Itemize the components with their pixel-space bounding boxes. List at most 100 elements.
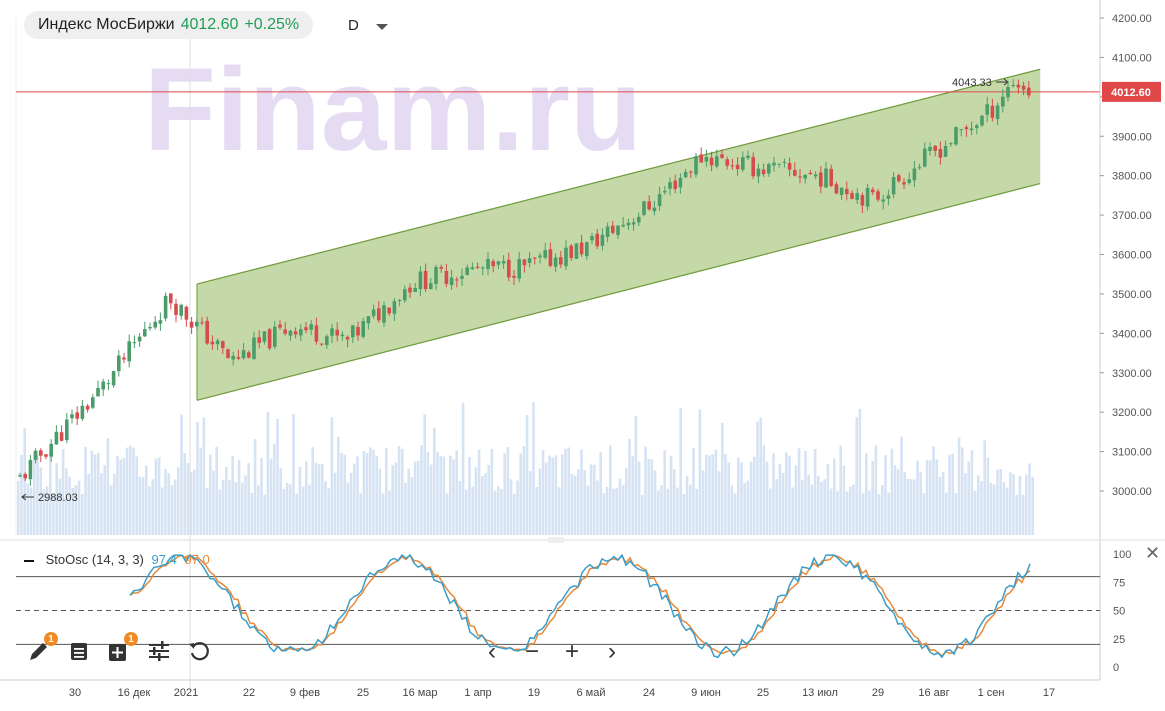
scroll-left-button[interactable]: ‹ [488,638,496,665]
candle-body [969,128,974,131]
candle-body [1027,87,1031,96]
candle-body [798,176,802,178]
candle-body [356,326,360,336]
candle-body [569,245,573,258]
candle-body [439,266,443,269]
price-annotations: 4043.33 2988.03 [16,77,1100,504]
candle-body [444,270,449,284]
arrow-left-icon [21,493,34,501]
volume-bar [353,463,356,535]
draw-tool-button[interactable]: 1 [26,632,58,664]
volume-bar [634,416,638,535]
candle-body [527,258,532,263]
stoch-legend[interactable]: StoOsc (14, 3, 3) 97.4 97.0 [24,552,210,567]
price-tick-label: 3100.00 [1112,447,1152,459]
volume-bar [170,485,174,535]
candle-body [91,397,95,408]
volume-bar [36,454,39,535]
candle-body [330,328,334,336]
volume-bar [676,487,679,535]
volume-bar [413,461,417,535]
volume-bar [996,469,999,535]
candle-body [23,474,27,479]
volume-bar [733,493,737,535]
objects-list-button[interactable] [66,638,92,664]
volume-bar [90,450,94,535]
candle-body [241,350,246,359]
timeframe-selector[interactable]: D [348,17,359,34]
candle-body [876,191,880,200]
close-icon[interactable]: ✕ [1145,543,1161,563]
volume-bar [692,447,695,535]
volume-bar [983,440,986,535]
zoom-in-button[interactable]: + [564,638,579,665]
indicators-button[interactable]: 1 [106,632,138,664]
volume-bar [385,447,388,535]
scroll-right-button[interactable]: › [608,638,616,665]
volume-bar [711,454,714,535]
current-price-tag: 4012.60 [1111,87,1151,99]
volume-bar [493,490,497,535]
volume-bar [1031,476,1034,535]
volume-bar [637,461,641,535]
volume-bar [817,475,820,535]
volume-bar [17,480,20,535]
candle-body [491,261,495,267]
candle-body [720,154,724,158]
collapse-icon[interactable] [24,559,34,562]
reset-button[interactable] [186,638,212,664]
candle-body [387,307,391,314]
volume-bar [759,417,762,535]
chevron-down-icon[interactable] [376,24,388,30]
volume-bar [641,494,644,535]
volume-bar [977,475,980,535]
volume-bar [381,493,385,535]
volume-bar [628,438,631,535]
add-indicator-icon [109,644,126,661]
volume-bar [538,468,542,535]
volume-bar [999,469,1002,535]
time-tick-label: 1 сен [978,687,1005,699]
volume-bar [55,463,58,535]
volume-bar [881,485,884,535]
volume-bar [522,446,526,535]
volume-bar [20,454,23,535]
candle-body [902,182,906,185]
volume-bar [500,488,503,535]
candle-body [215,340,220,345]
volume-bar [810,484,814,535]
volume-bar [65,468,68,535]
volume-bar [420,445,423,535]
volume-bar [231,455,234,535]
zoom-out-button[interactable]: − [524,638,539,665]
volume-bar [714,449,718,535]
volume-bar [577,469,580,535]
price-axis[interactable]: 4200.004100.004000.003900.003800.003700.… [1099,0,1161,680]
volume-bar [257,485,260,535]
candle-body [553,257,558,267]
candle-body [855,193,859,200]
volume-bar [260,457,263,535]
candle-body [1006,86,1010,98]
candle-body [543,250,547,258]
volume-bar [916,460,919,535]
time-axis[interactable]: 30 16 дек 2021 22 9 фев 25 16 мар 1 апр 19 6 май 2… [0,679,1100,699]
volume-bar [269,458,273,535]
candle-body [964,127,969,130]
candle-body [247,352,251,358]
volume-bar [852,484,855,535]
settings-button[interactable] [146,638,172,664]
volume-bar [788,455,791,535]
time-tick-label: 16 дек [118,687,151,699]
volume-bar [276,418,279,535]
candle-body [132,342,137,344]
candle-body [335,329,339,336]
volume-bar [337,436,340,535]
time-tick-label: 30 [69,687,81,699]
volume-bar [858,409,862,535]
symbol-legend[interactable]: Индекс МосБиржи 4012.60 +0.25% [24,11,314,39]
candle-body [382,305,386,323]
candle-body [28,459,33,480]
